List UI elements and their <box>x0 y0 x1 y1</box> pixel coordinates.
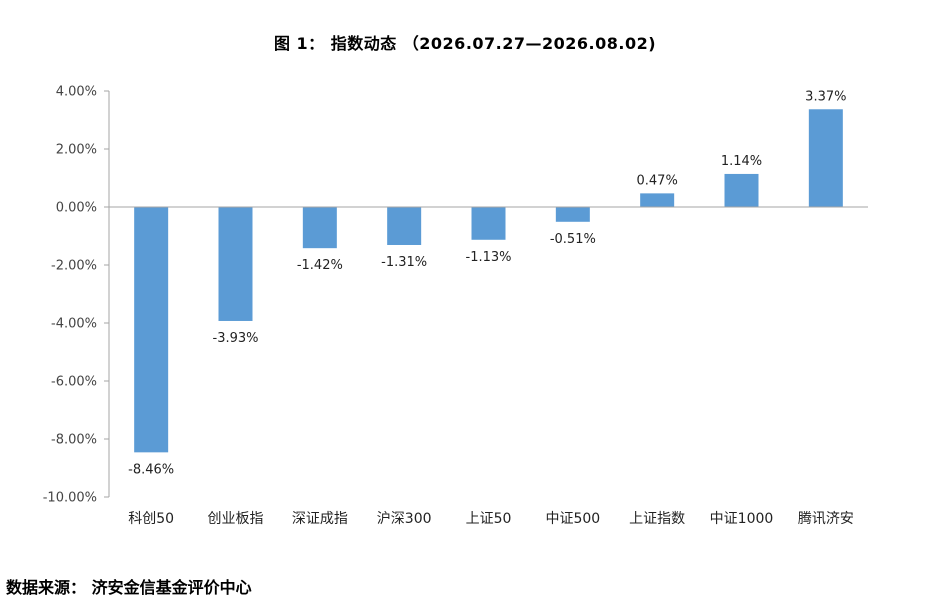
y-tick-label: 0.00% <box>56 201 97 216</box>
bar <box>218 207 253 321</box>
category-label: 创业板指 <box>208 511 264 527</box>
bar-chart: 4.00% 2.00% 0.00% -2.00% -4.00% -6.00% -8.00% -… <box>43 85 868 527</box>
data-label: -3.93% <box>213 331 259 346</box>
category-label: 上证50 <box>466 511 512 527</box>
y-tick-label: 2.00% <box>56 143 97 158</box>
category-label: 沪深300 <box>377 511 432 527</box>
data-label: -1.42% <box>297 258 343 273</box>
bar <box>808 109 843 207</box>
bar <box>302 207 337 249</box>
category-label: 科创50 <box>128 511 174 527</box>
data-label: 1.14% <box>721 154 762 169</box>
data-label: -0.51% <box>550 232 596 247</box>
data-label: 3.37% <box>805 89 846 104</box>
bar <box>640 193 675 207</box>
data-labels: -8.46% -3.93% -1.42% -1.31% -1.13% -0.51% 0.47… <box>128 89 846 477</box>
data-label: -1.31% <box>381 255 427 270</box>
bar <box>724 173 759 207</box>
y-tick-label: -4.00% <box>51 317 97 332</box>
category-label: 腾讯济安 <box>798 510 854 527</box>
category-label: 深证成指 <box>292 511 348 527</box>
y-axis: 4.00% 2.00% 0.00% -2.00% -4.00% -6.00% -8.00% -… <box>43 85 110 506</box>
bar <box>387 207 422 245</box>
category-label: 中证1000 <box>710 511 774 527</box>
y-tick-label: 4.00% <box>56 85 97 100</box>
y-tick-label: -2.00% <box>51 259 97 274</box>
data-label: -1.13% <box>466 250 512 265</box>
category-label: 上证指数 <box>629 511 685 527</box>
source-note: 数据来源： 济安金信基金评价中心 <box>6 578 252 597</box>
y-tick-label: -10.00% <box>43 491 97 506</box>
chart-title: 图 1： 指数动态 （2026.07.27—2026.08.02) <box>273 34 657 53</box>
data-label: 0.47% <box>637 173 678 188</box>
category-labels: 科创50 创业板指 深证成指 沪深300 上证50 中证500 上证指数 中证1000 腾讯济安 <box>128 510 854 527</box>
category-label: 中证500 <box>545 511 600 527</box>
data-label: -8.46% <box>128 462 174 477</box>
bar <box>471 207 506 240</box>
bar <box>555 207 590 222</box>
y-tick-label: -8.00% <box>51 433 97 448</box>
bar <box>134 207 169 453</box>
y-tick-label: -6.00% <box>51 375 97 390</box>
bars <box>134 109 843 453</box>
